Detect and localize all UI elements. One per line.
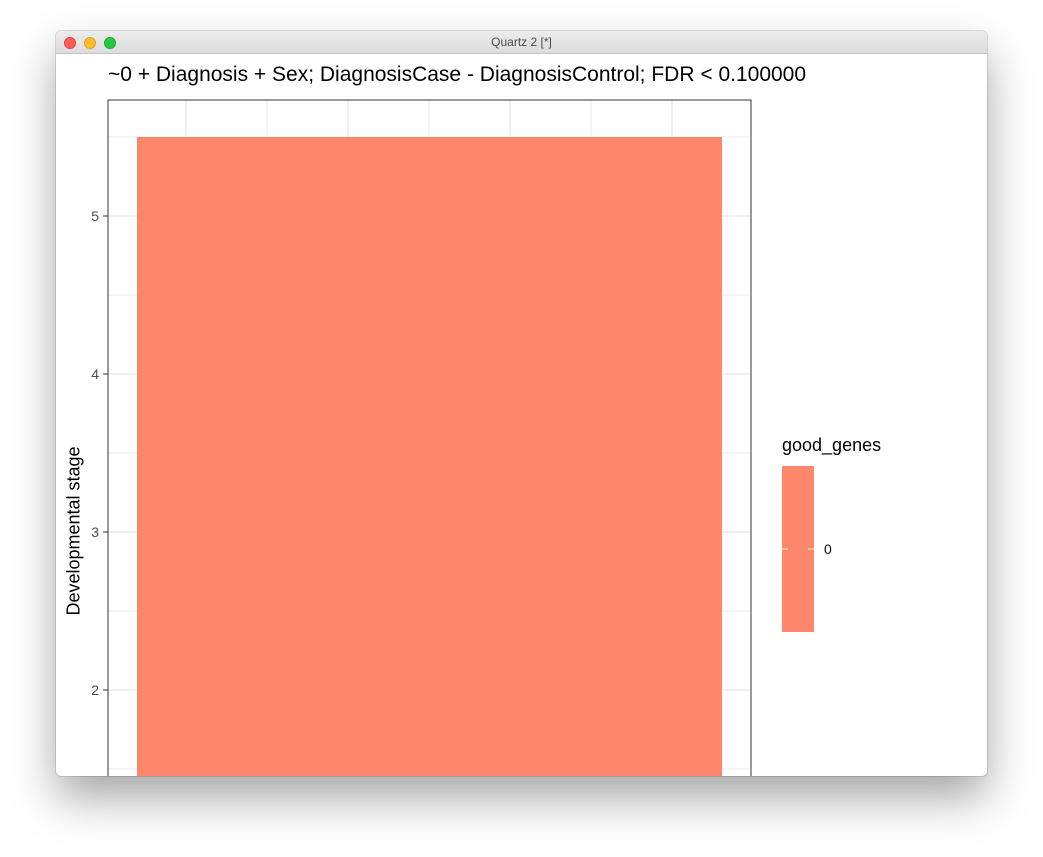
quartz-window: Quartz 2 [*] ~0 + Diagnosis + Sex; Diagn…	[56, 31, 987, 776]
y-tick-label: 2	[91, 682, 99, 698]
window-title: Quartz 2 [*]	[491, 35, 552, 49]
bar-0	[137, 137, 722, 776]
title-bar[interactable]: Quartz 2 [*]	[56, 31, 987, 54]
y-tick-label: 5	[91, 208, 99, 224]
minimize-button[interactable]	[84, 37, 96, 49]
y-axis-label: Developmental stage	[63, 446, 84, 616]
close-button[interactable]	[64, 37, 76, 49]
plot-canvas: 2 3 4 5	[91, 99, 814, 776]
panel-border	[107, 99, 752, 776]
plot-title: ~0 + Diagnosis + Sex; DiagnosisCase - Di…	[108, 63, 807, 86]
y-tick-label: 4	[91, 366, 99, 382]
zoom-button[interactable]	[104, 37, 116, 49]
legend-entry-label: 0	[824, 541, 832, 557]
legend-title: good_genes	[782, 435, 882, 455]
y-tick-label: 3	[91, 524, 99, 540]
